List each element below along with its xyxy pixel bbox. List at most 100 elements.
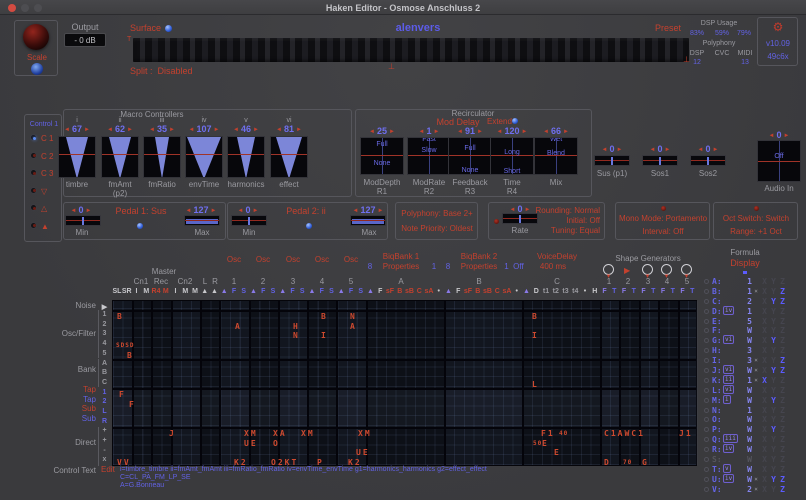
macro-value-envTime[interactable]: ◄ 107 ► xyxy=(188,124,220,134)
matrix-col-17-▲[interactable]: ▲ xyxy=(279,288,287,295)
row-index-2[interactable]: 2 xyxy=(102,321,107,328)
macro-funnel-timbre[interactable] xyxy=(58,136,96,178)
formula-radio-E[interactable] xyxy=(704,318,709,324)
extend-led[interactable] xyxy=(512,118,518,124)
matrix-cell-I[interactable]: I xyxy=(532,331,539,341)
shape-generator-5-icon[interactable] xyxy=(681,264,692,275)
formula-axis-x[interactable]: X xyxy=(762,445,767,455)
shape-generator-2-play-icon[interactable]: ▶ xyxy=(624,266,631,275)
minimize-button[interactable] xyxy=(21,4,29,12)
formula-row-C[interactable]: C: 2 X Y Z xyxy=(702,297,802,307)
formula-axis-y[interactable]: Y xyxy=(771,425,776,435)
recirc-slider-Mix[interactable]: Wet Blend xyxy=(534,137,578,175)
pedal2-min-value-row[interactable]: ◄ 0 ► xyxy=(237,205,259,215)
row-index-4[interactable]: 4 xyxy=(102,340,107,347)
matrix-cell-F[interactable]: F xyxy=(129,399,136,409)
matrix-cell-XM[interactable]: XM xyxy=(244,428,258,438)
formula-radio-C[interactable] xyxy=(704,298,709,304)
matrix-col-9-▲[interactable]: ▲ xyxy=(201,288,209,295)
macro-funnel-fmAmt[interactable] xyxy=(101,136,139,178)
formula-axis-x[interactable]: X xyxy=(762,366,767,376)
matrix-cell-I[interactable]: I xyxy=(321,331,328,341)
formula-radio-G[interactable] xyxy=(704,338,709,344)
matrix-cell-B[interactable]: B xyxy=(117,311,124,321)
control-option-2[interactable]: C 2 xyxy=(30,151,60,163)
matrix-col-44-t1[interactable]: t1 xyxy=(542,288,550,295)
matrix-col-20-▲[interactable]: ▲ xyxy=(308,288,316,295)
control-text-edit-button[interactable]: Edit xyxy=(101,465,115,474)
formula-row-E[interactable]: E: 5 X Y Z xyxy=(702,317,802,327)
formula-row-A[interactable]: A: 1 X Y Z xyxy=(702,277,802,287)
matrix-col-2-I[interactable]: I xyxy=(135,288,138,295)
row-label-sub[interactable]: Sub xyxy=(81,414,96,423)
formula-radio-U[interactable] xyxy=(704,476,709,482)
matrix-grid[interactable]: B B N B A H A N I I SDSD B L F F J XM XA XM XM F1 40 C1AWC1 J1 U… xyxy=(112,300,698,468)
macro-value-effect[interactable]: ◄ 81 ► xyxy=(276,124,302,134)
formula-radio-M[interactable] xyxy=(704,397,709,403)
matrix-cell-J[interactable]: J xyxy=(169,428,176,438)
recirc-value-Feedback[interactable]: ◄ 91 ► xyxy=(457,126,483,136)
radio[interactable] xyxy=(30,204,37,211)
macro-funnel-effect[interactable] xyxy=(270,136,308,178)
radio-selected[interactable] xyxy=(30,134,37,141)
row-index-11[interactable]: L xyxy=(102,408,107,415)
control-option-4[interactable]: ▽ xyxy=(30,186,60,198)
formula-row-S[interactable]: S: W X Y Z xyxy=(702,455,802,465)
formula-axis-z[interactable]: Z xyxy=(780,356,785,366)
matrix-cell-N[interactable]: N xyxy=(350,311,357,321)
control-option-1[interactable]: C 1 xyxy=(30,133,60,145)
mono-radio[interactable] xyxy=(661,206,666,211)
formula-row-K[interactable]: K: ii 1 × X Y Z xyxy=(702,374,802,386)
output-value[interactable]: - 0 dB xyxy=(64,33,106,47)
formula-axis-y[interactable]: Y xyxy=(771,464,776,474)
oct-switch-setting[interactable]: Oct Switch: Switch xyxy=(722,214,790,223)
formula-row-D[interactable]: D: iv 1 X Y Z xyxy=(702,305,802,317)
formula-display-label[interactable]: Display xyxy=(730,258,760,268)
formula-axis-z[interactable]: Z xyxy=(780,366,785,376)
matrix-col-42-▲[interactable]: ▲ xyxy=(523,288,530,295)
formula-row-Q[interactable]: Q: iii W X Y Z xyxy=(702,434,802,445)
matrix-col-39-C[interactable]: C xyxy=(494,288,500,295)
matrix-cell-VV[interactable]: VV xyxy=(117,458,131,468)
formula-radio-N[interactable] xyxy=(704,407,709,413)
formula-axis-x[interactable]: X xyxy=(762,356,767,366)
formula-axis-x[interactable]: X xyxy=(762,405,767,415)
macro-value-fmAmt[interactable]: ◄ 62 ► xyxy=(107,124,133,134)
recirc-value-Mix[interactable]: ◄ 66 ► xyxy=(543,126,569,136)
matrix-col-51-T[interactable]: T xyxy=(612,288,617,295)
scale-knob[interactable] xyxy=(23,24,49,50)
formula-radio-T[interactable] xyxy=(704,466,709,472)
formula-radio-Q[interactable] xyxy=(704,437,709,443)
formula-axis-x[interactable]: X xyxy=(762,474,767,484)
formula-axis-y[interactable]: Y xyxy=(771,336,776,346)
recirc-slider-Time[interactable]: Long Short xyxy=(490,137,534,175)
initial-setting[interactable]: Initial: Off xyxy=(566,216,600,225)
matrix-col-0-SL[interactable]: SL xyxy=(112,288,122,295)
formula-row-B[interactable]: B: 1 × X Y Z xyxy=(702,287,802,297)
formula-axis-y[interactable]: Y xyxy=(771,375,776,385)
formula-axis-y[interactable]: Y xyxy=(771,455,776,465)
tuning-setting[interactable]: Tuning: Equal xyxy=(550,226,600,235)
matrix-col-12-F[interactable]: F xyxy=(231,288,237,295)
macro-value-fmRatio[interactable]: ◄ 35 ► xyxy=(149,124,175,134)
matrix-cell-B[interactable]: B xyxy=(321,311,328,321)
matrix-cell-A[interactable]: A xyxy=(350,321,357,331)
formula-axis-x[interactable]: X xyxy=(762,385,767,395)
formula-axis-z[interactable]: Z xyxy=(780,464,785,474)
matrix-col-43-D[interactable]: D xyxy=(533,288,539,295)
formula-axis-z[interactable]: Z xyxy=(780,415,785,425)
oct-range-setting[interactable]: Range: +1 Oct xyxy=(730,227,782,236)
interval-setting[interactable]: Interval: Off xyxy=(642,227,684,236)
recirc-slider-ModRate[interactable]: Fast Slow xyxy=(407,137,451,175)
formula-axis-z[interactable]: Z xyxy=(780,395,785,405)
matrix-col-53-T[interactable]: T xyxy=(631,288,636,295)
matrix-cell-E[interactable]: E xyxy=(542,438,549,448)
matrix-col-41-•[interactable]: • xyxy=(515,288,518,295)
rate-radio[interactable] xyxy=(494,219,499,224)
radio[interactable] xyxy=(30,169,37,176)
formula-axis-y[interactable]: Y xyxy=(771,445,776,455)
matrix-col-16-S[interactable]: S xyxy=(270,288,276,295)
matrix-cell-SDSD[interactable]: SDSD xyxy=(116,342,135,350)
formula-row-M[interactable]: M: i W X Y Z xyxy=(702,394,802,406)
formula-axis-z[interactable]: Z xyxy=(780,455,785,465)
